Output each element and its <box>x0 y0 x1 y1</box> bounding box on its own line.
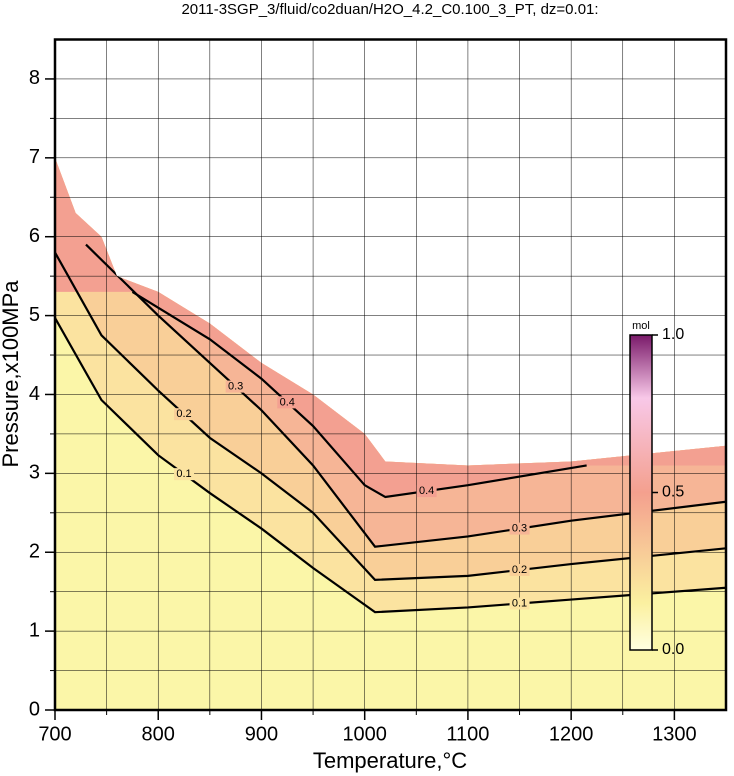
x-tick-label: 900 <box>245 723 278 745</box>
y-tick-label: 7 <box>29 146 40 168</box>
y-tick-label: 3 <box>29 462 40 484</box>
contour-label: 0.1 <box>512 597 527 609</box>
plot-frame <box>53 38 728 712</box>
contour-label-bg <box>509 597 530 610</box>
y-tick-label: 0 <box>29 698 40 720</box>
x-tick-label: 1300 <box>652 723 697 745</box>
x-axis-label: Temperature,°C <box>313 748 467 773</box>
x-tick-label: 1100 <box>446 723 489 745</box>
contour-label-bg <box>174 468 195 481</box>
colorbar-label: mol <box>632 320 650 332</box>
colorbar-tick-label: 0.5 <box>662 484 684 501</box>
colorbar <box>629 334 653 651</box>
contour-label: 0.3 <box>228 380 243 392</box>
contour-label-bg <box>277 396 298 409</box>
y-tick-label: 8 <box>29 67 40 89</box>
contour-label-bg <box>509 522 530 535</box>
y-tick-label: 1 <box>29 619 40 641</box>
contour-label-bg <box>174 408 195 421</box>
y-tick-label: 4 <box>29 383 40 405</box>
contour-label-bg <box>509 563 530 576</box>
contour-label: 0.4 <box>419 485 434 497</box>
x-tick-label: 1200 <box>549 723 594 745</box>
y-tick-label: 6 <box>29 225 40 247</box>
contour-label: 0.3 <box>512 522 527 534</box>
x-tick-label: 1000 <box>342 723 387 745</box>
contour-label-bg <box>416 485 437 498</box>
x-tick-label: 800 <box>142 723 175 745</box>
contour-label-bg <box>225 380 246 393</box>
contour-line <box>85 243 726 548</box>
chart-title: 2011-3SGP_3/fluid/co2duan/H2O_4.2_C0.100… <box>181 1 598 18</box>
y-tick-label: 5 <box>29 304 40 326</box>
contour-line <box>131 290 587 499</box>
colorbar-tick-label: 0.0 <box>662 641 684 658</box>
colorbar-tick-label: 1.0 <box>662 326 684 343</box>
y-axis-label: Pressure,x100MPa <box>0 280 23 468</box>
contour-label: 0.2 <box>512 564 527 576</box>
x-tick-label: 700 <box>38 723 71 745</box>
contour-label: 0.2 <box>176 408 191 420</box>
contour-label: 0.4 <box>280 396 295 408</box>
y-tick-label: 2 <box>29 541 40 563</box>
contour-label: 0.1 <box>176 468 191 480</box>
